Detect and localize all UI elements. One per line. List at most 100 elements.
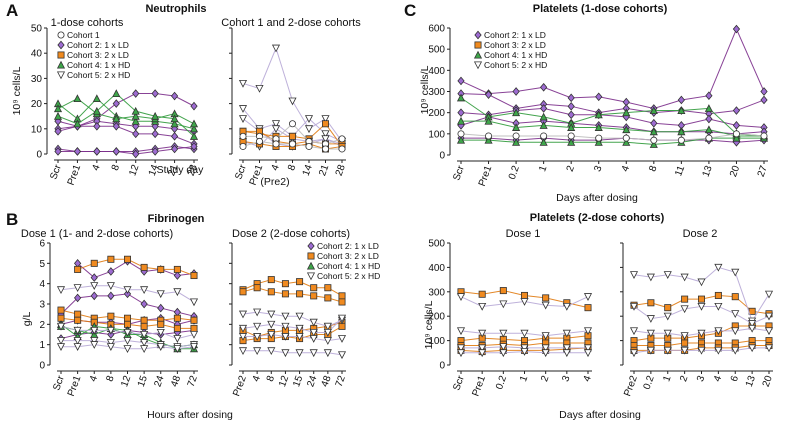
data-point-c3 bbox=[664, 304, 672, 312]
y-tick-label: 600 bbox=[428, 24, 445, 35]
y-tick-label: 0 bbox=[439, 151, 445, 162]
data-point-c3 bbox=[338, 292, 346, 300]
data-point-c5 bbox=[499, 349, 508, 358]
x-tick-label: Scr bbox=[233, 163, 249, 181]
data-point-c5 bbox=[295, 349, 304, 358]
panel-label-a: A bbox=[6, 1, 18, 20]
legend-panel-b: Cohort 2: 1 x LD Cohort 3: 2 x LD Cohort… bbox=[317, 241, 380, 281]
data-point-c3 bbox=[338, 298, 346, 306]
panel-a-right-subtitle: Cohort 1 and 2-dose cohorts bbox=[221, 17, 361, 29]
data-point-c5 bbox=[90, 341, 99, 349]
chart-c: 0 100 200 300 400 500 600 Scr Pre1 0.2 1 2 3 4 8 11 13 20… bbox=[428, 24, 770, 188]
x-tick-label: Pre1 bbox=[66, 374, 84, 398]
data-point-c3 bbox=[124, 314, 132, 322]
data-point-c5 bbox=[541, 301, 550, 310]
x-tick-label: 12 bbox=[127, 163, 141, 178]
legend-marker-c1 bbox=[57, 31, 65, 39]
legend-marker-c4 bbox=[306, 261, 316, 270]
data-point-c4 bbox=[189, 119, 199, 128]
data-point-c2 bbox=[93, 147, 101, 156]
data-point-c5 bbox=[73, 284, 82, 292]
legend-marker-c3 bbox=[307, 252, 315, 260]
data-point-c5 bbox=[253, 333, 262, 341]
panel-b-ylabel: g/L bbox=[21, 312, 33, 327]
y-tick-label: 50 bbox=[31, 24, 43, 35]
data-point-c5 bbox=[337, 314, 347, 323]
data-point-c4 bbox=[484, 135, 493, 144]
data-point-c5 bbox=[731, 310, 740, 319]
data-point-c5 bbox=[583, 293, 593, 301]
data-point-c1 bbox=[485, 132, 493, 140]
data-point-c5 bbox=[663, 329, 672, 338]
data-point-c2 bbox=[567, 110, 575, 120]
data-point-c4 bbox=[539, 121, 548, 129]
data-point-c3 bbox=[253, 284, 261, 292]
data-point-c1 bbox=[255, 137, 263, 145]
x-tick-label: 21 bbox=[317, 163, 331, 178]
x-tick-label: 21 bbox=[166, 163, 180, 178]
legend-marker-c2 bbox=[57, 40, 65, 50]
data-point-c2 bbox=[173, 271, 181, 280]
y-tick-label: 400 bbox=[428, 263, 445, 274]
data-point-c4 bbox=[131, 111, 140, 120]
data-point-c1 bbox=[321, 145, 329, 153]
x-tick-label: 13 bbox=[744, 374, 758, 389]
x-tick-label: 4 bbox=[88, 374, 100, 383]
data-point-c5 bbox=[281, 322, 290, 331]
data-point-c5 bbox=[323, 322, 332, 331]
x-tick-label: Pre2 bbox=[231, 374, 249, 398]
data-point-c3 bbox=[681, 295, 689, 303]
y-tick-label: 500 bbox=[428, 239, 445, 250]
data-point-c5 bbox=[541, 332, 550, 340]
data-point-c5 bbox=[478, 329, 487, 338]
data-point-c2 bbox=[677, 95, 685, 105]
data-point-c5 bbox=[173, 335, 182, 343]
data-point-c5 bbox=[748, 324, 757, 333]
panel-c-xlabel: Days after dosing bbox=[556, 192, 638, 204]
data-point-c2 bbox=[190, 101, 198, 111]
legend-marker-c3 bbox=[474, 41, 482, 49]
data-point-c5 bbox=[697, 329, 706, 338]
legend-c-item: Cohort 5: 2 x HD bbox=[484, 60, 547, 70]
y-tick-label: 30 bbox=[31, 74, 43, 85]
data-point-c1 bbox=[567, 132, 575, 140]
data-point-c1 bbox=[239, 132, 247, 140]
data-point-c5 bbox=[337, 335, 347, 343]
data-point-c2 bbox=[567, 93, 575, 103]
x-tick-label: 20 bbox=[728, 164, 742, 179]
data-point-c1 bbox=[288, 120, 296, 128]
data-point-c4 bbox=[539, 112, 548, 121]
data-point-c5 bbox=[562, 329, 571, 338]
data-point-c4 bbox=[594, 138, 603, 146]
data-point-c5 bbox=[295, 333, 304, 341]
data-point-c2 bbox=[190, 142, 198, 151]
y-tick-label: 500 bbox=[428, 45, 445, 56]
data-point-c5 bbox=[321, 115, 330, 123]
x-tick-label: 48 bbox=[169, 374, 183, 389]
legend-a-item: Cohort 3: 2 x LD bbox=[67, 50, 129, 60]
data-point-c5 bbox=[73, 337, 82, 345]
data-point-c5 bbox=[562, 344, 571, 353]
x-tick-label: 4 bbox=[712, 374, 724, 383]
data-point-c5 bbox=[140, 330, 149, 339]
data-point-c2 bbox=[157, 303, 165, 313]
data-point-c2 bbox=[132, 89, 140, 98]
x-tick-label: 8 bbox=[265, 374, 277, 383]
data-point-c5 bbox=[253, 347, 262, 356]
data-point-c5 bbox=[731, 346, 740, 355]
data-point-c3 bbox=[267, 288, 275, 296]
data-point-c5 bbox=[238, 310, 248, 319]
data-point-c2 bbox=[173, 307, 181, 317]
data-point-c4 bbox=[677, 127, 686, 136]
data-point-c3 bbox=[107, 312, 115, 320]
data-point-c2 bbox=[484, 90, 493, 99]
series-line-c4 bbox=[461, 120, 764, 137]
data-point-c2 bbox=[732, 121, 741, 130]
y-tick-label: 1 bbox=[39, 340, 45, 351]
data-point-c4 bbox=[622, 138, 631, 146]
data-point-c5 bbox=[156, 328, 165, 337]
data-point-c3 bbox=[324, 284, 332, 292]
data-point-c5 bbox=[271, 120, 281, 129]
data-point-c4 bbox=[73, 94, 82, 103]
data-point-c3 bbox=[74, 316, 82, 324]
